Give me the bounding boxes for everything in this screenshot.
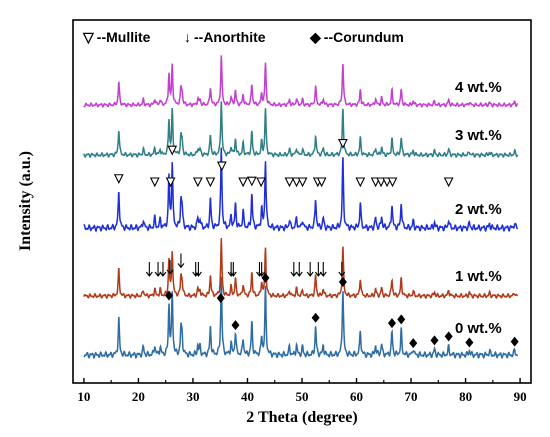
series-line [83, 55, 519, 108]
corundum-marker [409, 338, 418, 349]
mullite-marker [165, 177, 176, 188]
mullite-marker [297, 177, 308, 188]
x-tick-label: 40 [241, 389, 254, 404]
corundum-marker [311, 312, 320, 323]
anorthite-marker [338, 262, 346, 277]
anorthite-marker [154, 262, 162, 277]
legend: ▽ --Mullite ↓ --Anorthite ◆ --Corundum [82, 29, 404, 45]
anorthite-marker [194, 262, 202, 277]
anorthite-marker [229, 262, 237, 277]
anorthite-marker [314, 262, 322, 277]
legend-item-anorthite: ↓ --Anorthite [184, 29, 266, 45]
mullite-marker [291, 177, 302, 188]
anorthite-marker [319, 262, 327, 277]
corundum-marker [397, 314, 406, 325]
corundum-marker [216, 293, 225, 304]
mullite-marker [376, 177, 386, 188]
mullite-marker [149, 177, 160, 188]
mullite-marker [192, 177, 203, 188]
anorthite-marker [177, 253, 185, 269]
mullite-marker [338, 139, 348, 149]
mullite-marker [113, 174, 124, 184]
mullite-marker [167, 145, 178, 156]
mullite-marker [246, 176, 257, 187]
x-tick-label: 90 [514, 389, 527, 404]
anorthite-marker [258, 262, 266, 277]
anorthite-marker [166, 259, 174, 275]
corundum-marker [164, 290, 173, 301]
x-tick-label: 60 [350, 389, 363, 404]
series-label: 1 wt.% [455, 268, 502, 285]
mullite-marker [284, 177, 295, 188]
mullite-marker [316, 177, 327, 188]
corundum-marker [387, 318, 396, 329]
x-tick-label: 70 [405, 389, 418, 404]
series-layer [83, 55, 519, 360]
anorthite-marker [295, 262, 303, 277]
x-axis: 10 20 30 40 50 60 70 80 90 [77, 378, 527, 404]
legend-item-mullite: ▽ --Mullite [82, 29, 151, 45]
corundum-marker [261, 272, 270, 283]
anorthite-marker [290, 262, 298, 277]
legend-item-corundum: ◆ --Corundum [309, 29, 404, 45]
mullite-marker [216, 161, 227, 172]
anorthite-marker [159, 262, 167, 277]
series-line [83, 276, 519, 360]
series-label: 4 wt.% [455, 79, 502, 96]
mullite-marker [256, 177, 266, 188]
y-axis-title: Intensity (a.u.) [17, 151, 34, 251]
x-tick-label: 80 [459, 389, 472, 404]
series-label: 2 wt.% [455, 201, 502, 218]
series-line [83, 147, 519, 233]
mullite-marker [205, 177, 216, 188]
mullite-marker [443, 177, 454, 188]
series-line [83, 237, 519, 300]
x-tick-label: 50 [296, 389, 309, 404]
mullite-marker [355, 177, 366, 188]
series-line [83, 101, 519, 159]
anorthite-marker [306, 262, 314, 277]
corundum-marker [510, 336, 519, 347]
anorthite-marker [145, 262, 153, 277]
x-tick-label: 20 [132, 389, 145, 404]
corundum-marker [338, 277, 347, 288]
corundum-marker [430, 335, 439, 346]
x-axis-title: 2 Theta (degree) [246, 409, 357, 426]
series-label: 3 wt.% [455, 127, 502, 144]
peak-marker-layer [113, 139, 519, 349]
x-tick-label: 30 [186, 389, 199, 404]
mullite-marker [238, 177, 249, 188]
corundum-marker [231, 320, 240, 331]
mullite-marker [387, 177, 398, 188]
x-tick-label: 10 [77, 389, 90, 404]
anorthite-marker [192, 262, 200, 277]
corundum-marker [465, 337, 474, 348]
series-labels: 0 wt.% 1 wt.% 2 wt.% 3 wt.% 4 wt.% [455, 79, 502, 337]
corundum-marker [444, 331, 453, 342]
series-label: 0 wt.% [455, 320, 502, 337]
